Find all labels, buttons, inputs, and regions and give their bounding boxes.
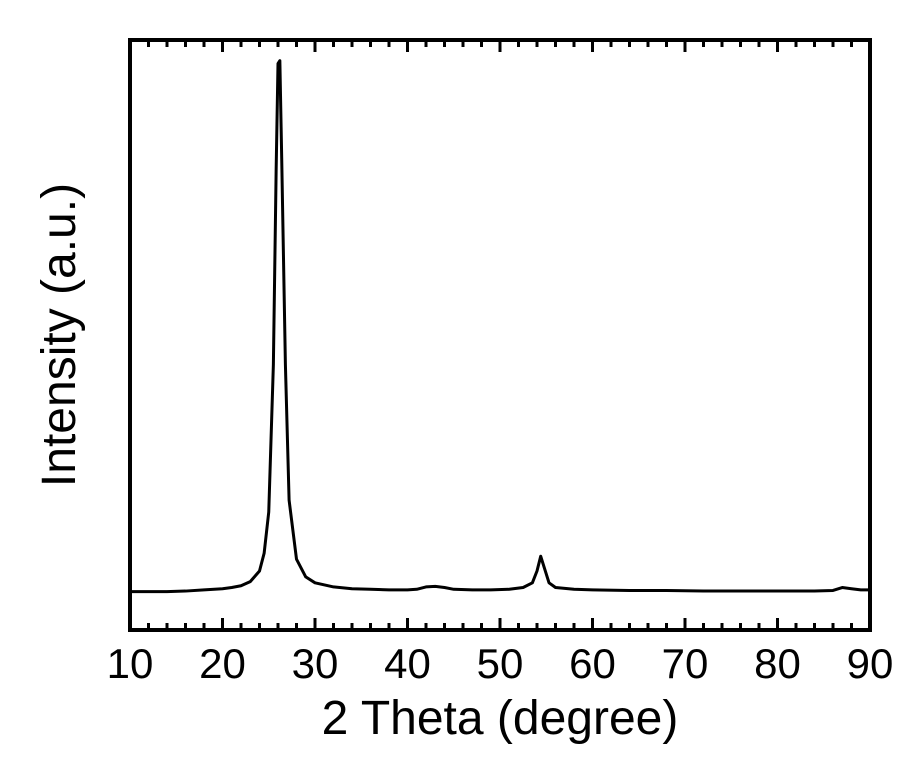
x-tick-label: 50 xyxy=(477,640,524,687)
x-tick-label: 40 xyxy=(384,640,431,687)
x-tick-label: 30 xyxy=(292,640,339,687)
x-tick-label: 60 xyxy=(569,640,616,687)
xrd-chart: 10 20 30 40 50 60 70 80 90 2 Theta (degree) Intens… xyxy=(0,0,921,782)
x-axis-label: 2 Theta (degree) xyxy=(322,692,679,745)
y-axis-label: Intensity (a.u.) xyxy=(33,183,86,487)
x-tick-label: 90 xyxy=(847,640,894,687)
x-tick-label: 20 xyxy=(199,640,246,687)
chart-svg: 10 20 30 40 50 60 70 80 90 2 Theta (degree) Intens… xyxy=(0,0,921,782)
x-tick-label: 10 xyxy=(107,640,154,687)
x-tick-label: 70 xyxy=(662,640,709,687)
x-tick-label: 80 xyxy=(754,640,801,687)
